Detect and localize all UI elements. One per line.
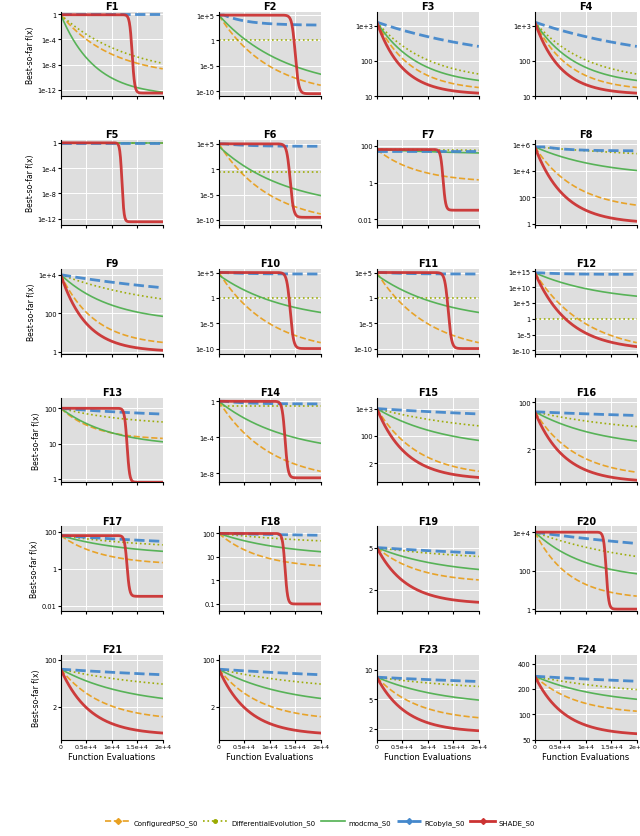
Title: F20: F20 <box>576 516 596 526</box>
Title: F18: F18 <box>260 516 280 526</box>
Y-axis label: Best-so-far f(x): Best-so-far f(x) <box>32 412 41 469</box>
Title: F10: F10 <box>260 259 280 269</box>
Title: F24: F24 <box>576 645 596 655</box>
Title: F11: F11 <box>418 259 438 269</box>
Title: F15: F15 <box>418 387 438 397</box>
Title: F13: F13 <box>102 387 122 397</box>
X-axis label: Function Evaluations: Function Evaluations <box>542 752 630 761</box>
Y-axis label: Best-so-far f(x): Best-so-far f(x) <box>27 283 36 340</box>
Title: F7: F7 <box>421 130 435 140</box>
Y-axis label: Best-so-far f(x): Best-so-far f(x) <box>30 540 39 598</box>
Title: F12: F12 <box>576 259 596 269</box>
X-axis label: Function Evaluations: Function Evaluations <box>384 752 472 761</box>
Y-axis label: Best-so-far f(x): Best-so-far f(x) <box>26 155 35 212</box>
Title: F8: F8 <box>579 130 593 140</box>
Title: F5: F5 <box>105 130 118 140</box>
Title: F6: F6 <box>263 130 276 140</box>
Title: F14: F14 <box>260 387 280 397</box>
Title: F17: F17 <box>102 516 122 526</box>
Title: F9: F9 <box>105 259 118 269</box>
Title: F2: F2 <box>263 2 276 12</box>
Y-axis label: Best-so-far f(x): Best-so-far f(x) <box>32 669 41 726</box>
X-axis label: Function Evaluations: Function Evaluations <box>68 752 156 761</box>
Title: F3: F3 <box>421 2 435 12</box>
Title: F1: F1 <box>105 2 118 12</box>
Y-axis label: Best-so-far f(x): Best-so-far f(x) <box>26 26 35 84</box>
Title: F21: F21 <box>102 645 122 655</box>
Title: F19: F19 <box>418 516 438 526</box>
Legend: ConfiguredPSO_S0, DifferentialEvolution_S0, modcma_S0, RCobyla_S0, SHADE_S0: ConfiguredPSO_S0, DifferentialEvolution_… <box>102 816 538 828</box>
Title: F23: F23 <box>418 645 438 655</box>
X-axis label: Function Evaluations: Function Evaluations <box>226 752 314 761</box>
Title: F16: F16 <box>576 387 596 397</box>
Title: F4: F4 <box>579 2 593 12</box>
Title: F22: F22 <box>260 645 280 655</box>
